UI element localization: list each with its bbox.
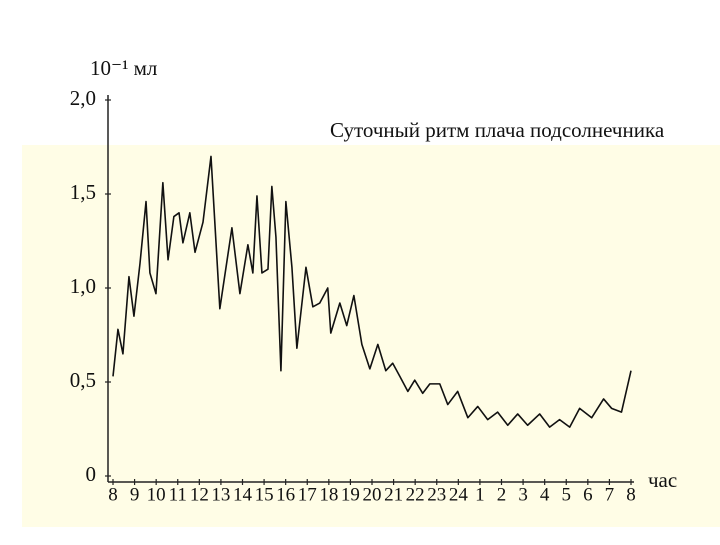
x-tick-label: 13 bbox=[211, 484, 230, 505]
x-tick-label: 15 bbox=[255, 484, 274, 505]
x-tick-label: 18 bbox=[319, 484, 338, 505]
y-tick-label: 1,0 bbox=[70, 274, 96, 298]
x-tick-label: 16 bbox=[276, 484, 295, 505]
x-tick-label: 20 bbox=[363, 484, 382, 505]
y-tick-label: 0,5 bbox=[70, 368, 96, 392]
x-axis-label: час bbox=[648, 468, 677, 492]
y-axis-label: 10⁻¹ мл bbox=[90, 56, 157, 80]
x-tick-label: 6 bbox=[583, 484, 593, 505]
x-tick-label: 1 bbox=[475, 484, 485, 505]
x-tick-label: 21 bbox=[384, 484, 403, 505]
x-tick-label: 19 bbox=[341, 484, 360, 505]
x-tick-label: 11 bbox=[169, 484, 187, 505]
x-tick-label: 14 bbox=[233, 484, 253, 505]
x-tick-label: 4 bbox=[540, 484, 550, 505]
x-tick-label: 9 bbox=[130, 484, 140, 505]
y-tick-label: 0 bbox=[86, 462, 97, 486]
x-tick-label: 12 bbox=[190, 484, 209, 505]
x-tick-label: 23 bbox=[427, 484, 446, 505]
y-tick-label: 1,5 bbox=[70, 180, 96, 204]
x-tick-label: 7 bbox=[605, 484, 615, 505]
slide-panel bbox=[22, 145, 720, 527]
x-tick-label: 5 bbox=[562, 484, 572, 505]
x-tick-label: 10 bbox=[147, 484, 166, 505]
x-tick-label: 17 bbox=[298, 484, 317, 505]
x-tick-label: 24 bbox=[449, 484, 469, 505]
x-tick-label: 3 bbox=[518, 484, 528, 505]
x-tick-label: 2 bbox=[497, 484, 507, 505]
data-line bbox=[112, 155, 632, 428]
chart-title: Суточный ритм плача подсолнечника bbox=[330, 118, 665, 142]
x-tick-label: 8 bbox=[626, 484, 636, 505]
x-tick-label: 22 bbox=[406, 484, 425, 505]
y-tick-label: 2,0 bbox=[70, 86, 96, 110]
x-tick-label: 8 bbox=[108, 484, 118, 505]
